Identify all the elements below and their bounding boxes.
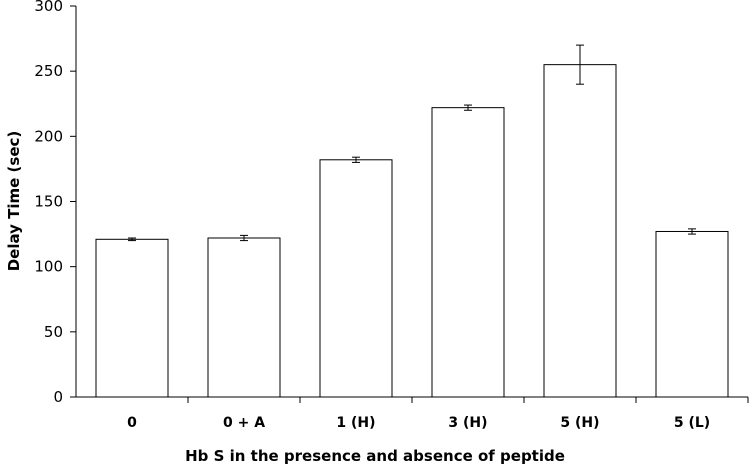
y-axis-title: Delay Time (sec)	[5, 131, 23, 272]
x-tick-label: 3 (H)	[448, 415, 487, 431]
y-tick-label: 50	[44, 323, 63, 341]
y-tick-label: 250	[34, 62, 63, 80]
y-tick-label: 0	[53, 388, 63, 406]
x-tick-label: 0	[127, 415, 137, 431]
error-bars	[128, 44, 696, 242]
bar	[655, 230, 729, 398]
bar	[207, 237, 281, 398]
x-tick-label: 1 (H)	[336, 415, 375, 431]
x-axis-tick-labels: 0 0 + A 1 (H) 3 (H) 5 (H) 5 (L)	[127, 397, 749, 431]
y-tick-label: 100	[34, 258, 63, 276]
y-axis-ticks: 0 50 100 150 200 250 300	[34, 0, 76, 406]
bar	[543, 64, 617, 398]
x-tick-label: 5 (L)	[674, 415, 710, 431]
x-tick-label: 0 + A	[223, 415, 265, 431]
y-tick-label: 150	[34, 193, 63, 211]
bars	[95, 64, 729, 398]
bar	[319, 159, 393, 398]
y-tick-label: 200	[34, 127, 63, 145]
y-tick-label: 300	[34, 0, 63, 15]
x-axis-title: Hb S in the presence and absence of pept…	[185, 447, 565, 465]
x-tick-label: 5 (H)	[560, 415, 599, 431]
bar	[431, 107, 505, 398]
bar	[95, 238, 169, 398]
